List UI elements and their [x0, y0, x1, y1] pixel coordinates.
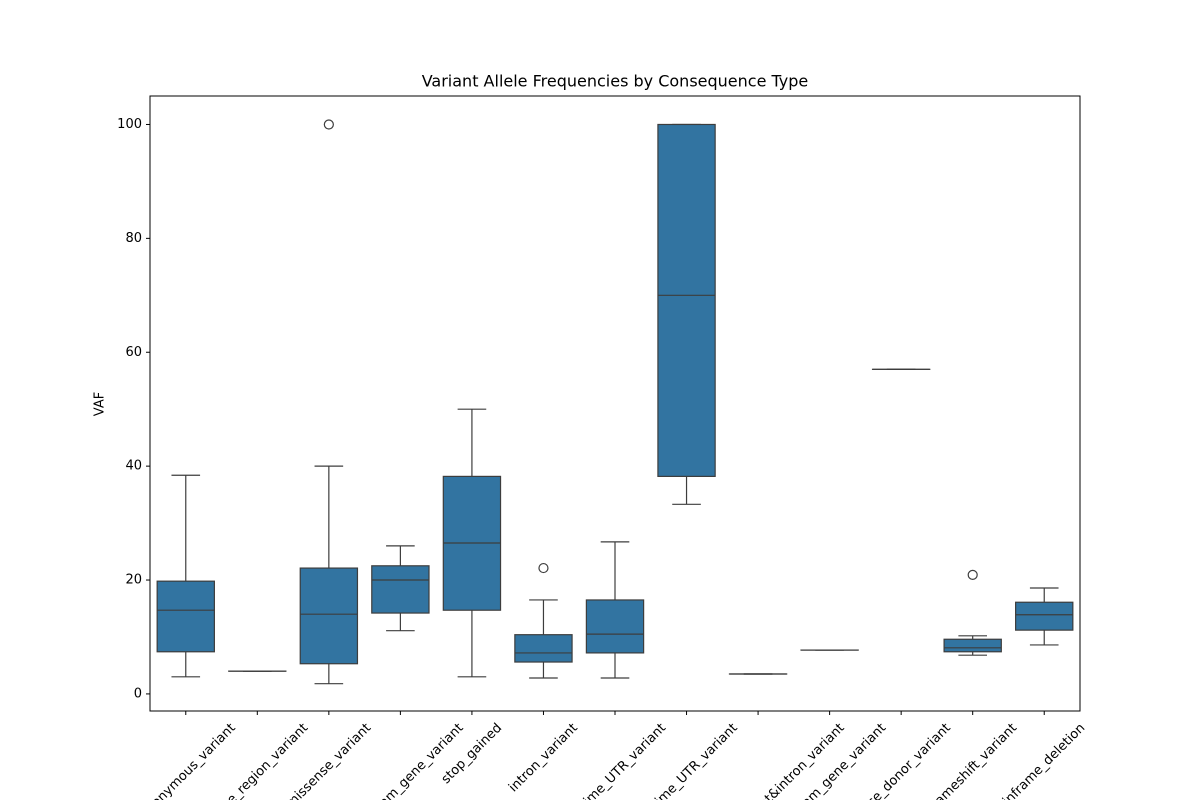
- flier: [967, 569, 978, 581]
- box: [657, 123, 716, 477]
- y-tick-label: 20: [125, 573, 142, 588]
- box: [585, 599, 645, 654]
- box: [156, 580, 215, 653]
- y-tick-label: 40: [125, 459, 142, 474]
- y-tick-label: 0: [134, 686, 142, 701]
- x-tick-label: intron_variant: [506, 721, 581, 796]
- y-tick-label: 80: [125, 231, 142, 246]
- x-tick-label: splice_donor_variant: [848, 721, 953, 800]
- y-tick-label: 100: [117, 117, 142, 132]
- flier: [538, 562, 549, 574]
- box: [371, 565, 430, 614]
- box: [514, 634, 573, 663]
- box: [943, 638, 1002, 653]
- y-axis-label: VAF: [93, 392, 108, 416]
- box: [1015, 601, 1074, 631]
- x-tick-label: synonymous_variant: [133, 721, 239, 800]
- chart-title: Variant Allele Frequencies by Consequenc…: [422, 72, 809, 91]
- flier: [323, 119, 334, 130]
- box: [299, 567, 359, 665]
- y-tick-label: 60: [125, 345, 142, 360]
